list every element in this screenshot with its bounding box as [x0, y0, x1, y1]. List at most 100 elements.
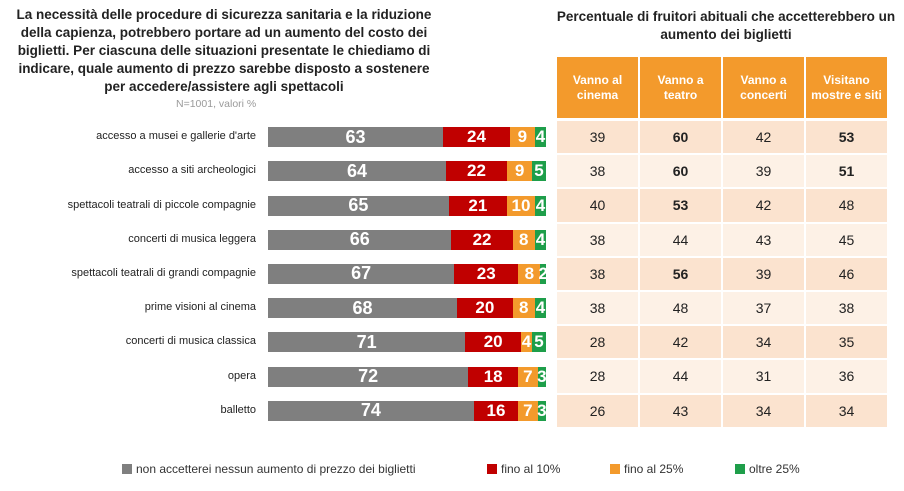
table-cell: 53	[640, 189, 721, 222]
bar-segment: 66	[268, 229, 452, 250]
legend-item: fino al 10%	[487, 462, 560, 476]
bar-segment: 4	[534, 195, 546, 216]
bar-segment: 74	[268, 400, 474, 421]
table-header: Vanno a teatro	[640, 57, 721, 118]
table-cell: 38	[557, 292, 638, 325]
legend-item: oltre 25%	[735, 462, 800, 476]
table-cell: 31	[723, 360, 804, 393]
table-cell: 38	[557, 223, 638, 256]
table-cell: 39	[723, 257, 804, 290]
table-cell: 44	[640, 360, 721, 393]
category-label: opera	[227, 369, 256, 382]
bar-segment: 72	[268, 366, 469, 387]
bar-segment: 5	[532, 332, 546, 353]
bar-segment: 8	[512, 229, 535, 250]
table-cell: 28	[557, 360, 638, 393]
bar-segment: 20	[457, 298, 513, 319]
table-cell: 42	[723, 189, 804, 222]
table-cell: 39	[557, 121, 638, 154]
bar-segment: 9	[507, 161, 533, 182]
legend-swatch	[610, 464, 620, 474]
category-label: prime visioni al cinema	[144, 301, 256, 314]
table-cell: 40	[557, 189, 638, 222]
table-cell: 34	[723, 394, 804, 427]
bar-segment: 22	[451, 229, 513, 250]
category-label: accesso a musei e gallerie d'arte	[96, 130, 256, 143]
bar-segment: 18	[468, 366, 519, 387]
table-cell: 48	[640, 292, 721, 325]
bar-segment: 8	[518, 263, 541, 284]
bar-segment: 7	[518, 366, 538, 387]
legend-swatch	[122, 464, 132, 474]
table-cell: 39	[723, 155, 804, 188]
left-title: La necessità delle procedure di sicurezz…	[16, 7, 432, 94]
legend-item: non accetterei nessun aumento di prezzo …	[122, 462, 416, 476]
table-cell: 38	[806, 292, 887, 325]
bar-segment: 4	[534, 127, 546, 148]
category-label: balletto	[220, 403, 256, 416]
legend-item: fino al 25%	[610, 462, 683, 476]
table-cell: 35	[806, 326, 887, 359]
sample-note: N=1001, valori %	[176, 98, 257, 110]
table-cell: 42	[723, 121, 804, 154]
legend-label: non accetterei nessun aumento di prezzo …	[136, 462, 416, 476]
legend-label: fino al 10%	[501, 462, 561, 476]
bar-segment: 20	[465, 332, 521, 353]
table-header: Vanno al cinema	[557, 57, 638, 118]
table-cell: 56	[640, 257, 721, 290]
table-header: Visitano mostre e siti	[806, 57, 887, 118]
bar-segment: 65	[268, 195, 449, 216]
category-label: concerti di musica classica	[125, 335, 256, 348]
bar-segment: 8	[512, 298, 535, 319]
table-cell: 28	[557, 326, 638, 359]
bar-segment: 16	[473, 400, 519, 421]
bar-segment: 71	[268, 332, 466, 353]
category-label: spettacoli teatrali di grandi compagnie	[71, 266, 256, 279]
table-cell: 36	[806, 360, 887, 393]
right-title: Percentuale di fruitori abituali che acc…	[556, 9, 896, 42]
bar-segment: 64	[268, 161, 446, 182]
bar-segment: 21	[448, 195, 508, 216]
category-label: concerti di musica leggera	[128, 232, 256, 245]
table-header: Vanno a concerti	[723, 57, 804, 118]
category-label: spettacoli teatrali di piccole compagnie	[67, 198, 256, 211]
table-cell: 45	[806, 223, 887, 256]
bar-segment: 4	[534, 229, 546, 250]
table-cell: 48	[806, 189, 887, 222]
table-cell: 26	[557, 394, 638, 427]
bar-segment: 4	[534, 298, 546, 319]
table-cell: 37	[723, 292, 804, 325]
bar-segment: 67	[268, 263, 455, 284]
category-label: accesso a siti archeologici	[128, 164, 256, 177]
table-cell: 34	[723, 326, 804, 359]
bar-segment: 4	[520, 332, 533, 353]
legend-label: fino al 25%	[624, 462, 684, 476]
table-cell: 43	[640, 394, 721, 427]
bar-segment: 3	[537, 366, 547, 387]
bar-segment: 9	[509, 127, 535, 148]
table-cell: 34	[806, 394, 887, 427]
table-cell: 46	[806, 257, 887, 290]
bar-segment: 5	[532, 161, 546, 182]
table-cell: 43	[723, 223, 804, 256]
legend-swatch	[735, 464, 745, 474]
table-cell: 44	[640, 223, 721, 256]
table-cell: 60	[640, 121, 721, 154]
table-cell: 38	[557, 155, 638, 188]
table-cell: 53	[806, 121, 887, 154]
bar-segment: 3	[537, 400, 547, 421]
table-cell: 42	[640, 326, 721, 359]
legend-label: oltre 25%	[749, 462, 800, 476]
bar-segment: 2	[538, 263, 548, 284]
bar-segment: 10	[507, 195, 535, 216]
bar-segment: 23	[454, 263, 519, 284]
table-cell: 60	[640, 155, 721, 188]
table-cell: 38	[557, 257, 638, 290]
bar-segment: 63	[268, 127, 444, 148]
bar-segment: 24	[443, 127, 510, 148]
table-cell: 51	[806, 155, 887, 188]
bar-segment: 7	[518, 400, 538, 421]
bar-segment: 68	[268, 298, 458, 319]
legend-swatch	[487, 464, 497, 474]
